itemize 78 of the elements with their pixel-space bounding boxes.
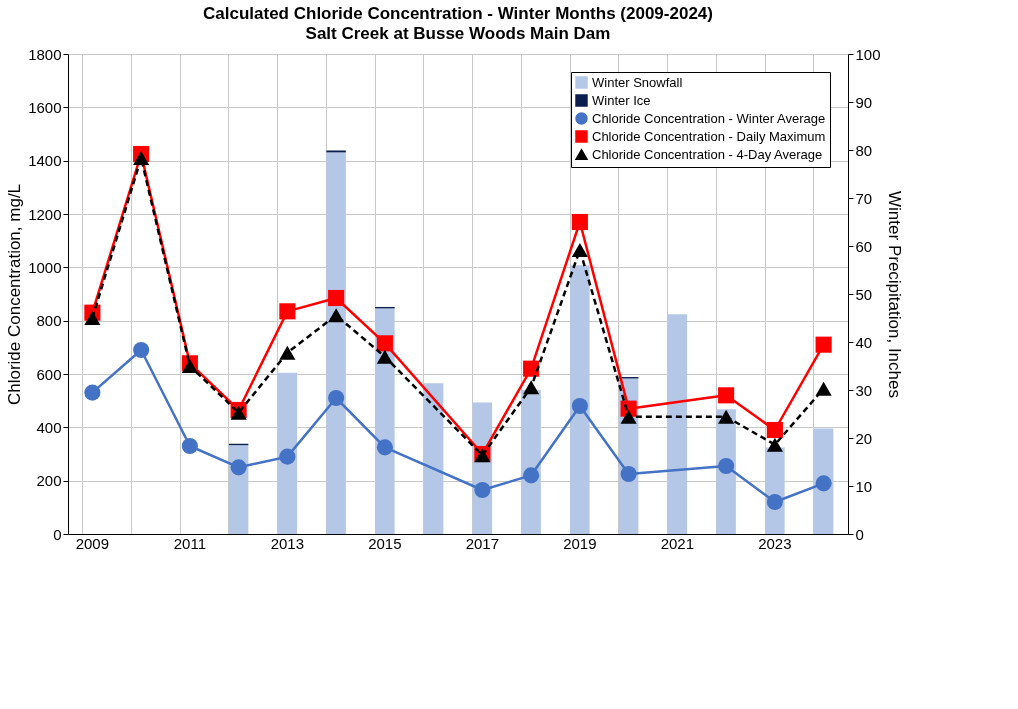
point <box>766 493 783 511</box>
point <box>181 359 198 373</box>
point <box>815 381 832 396</box>
legend-label: Chloride Concentration - Daily Maximum <box>592 128 826 144</box>
point <box>766 437 783 452</box>
point <box>133 341 150 359</box>
y-tick-label: 800 <box>36 312 62 330</box>
y2-axis-title: Winter Precipitation, Inches <box>884 191 904 398</box>
y2-tick-label: 70 <box>855 189 873 207</box>
point <box>523 467 540 484</box>
legend-label: Winter Ice <box>592 92 651 108</box>
point <box>571 243 588 257</box>
point <box>328 289 345 307</box>
x-tick-label: 2023 <box>758 534 792 552</box>
point <box>279 345 296 360</box>
x-tick-label: 2021 <box>660 534 695 552</box>
point <box>620 409 637 424</box>
bar <box>423 383 444 534</box>
point <box>718 387 735 404</box>
point <box>279 303 296 320</box>
point <box>84 311 101 325</box>
y2-tick-label: 40 <box>855 333 873 351</box>
y2-tick-label: 30 <box>855 381 873 399</box>
y-tick-label: 1800 <box>28 45 62 63</box>
x-tick-label: 2009 <box>75 534 110 552</box>
x-tick-label: 2015 <box>368 534 402 552</box>
chart-subtitle: Salt Creek at Busse Woods Main Dam <box>305 24 611 43</box>
point <box>328 389 345 407</box>
y-tick-label: 1400 <box>28 152 62 170</box>
point <box>376 335 393 352</box>
x-tick-label: 2019 <box>563 534 597 552</box>
point <box>230 405 247 420</box>
y-tick-label: 200 <box>36 472 62 490</box>
point <box>279 448 296 465</box>
point <box>328 308 345 323</box>
y-tick-label: 0 <box>53 525 62 543</box>
point <box>523 360 540 377</box>
bar <box>667 314 688 534</box>
point <box>474 481 491 499</box>
point <box>84 384 101 401</box>
y-tick-label: 400 <box>36 418 62 436</box>
y2-tick-label: 90 <box>855 93 873 111</box>
y2-tick-label: 10 <box>855 477 873 495</box>
y2-tick-label: 50 <box>855 285 873 303</box>
point <box>230 459 247 476</box>
point <box>815 336 832 353</box>
bar <box>326 152 346 534</box>
x-tick-label: 2011 <box>173 534 207 552</box>
point <box>571 397 588 415</box>
x-tick-label: 2017 <box>465 534 500 552</box>
y-tick-label: 1200 <box>28 205 62 223</box>
point <box>718 409 735 424</box>
point <box>523 380 540 395</box>
y2-tick-label: 60 <box>855 237 873 255</box>
legend-label: Winter Snowfall <box>592 74 683 90</box>
point <box>571 213 588 231</box>
y2-tick-label: 0 <box>855 525 864 543</box>
point <box>815 475 832 492</box>
y2-tick-label: 80 <box>855 141 873 159</box>
point <box>133 151 150 165</box>
x-tick-label: 2013 <box>270 534 305 552</box>
point <box>766 421 783 439</box>
chart-title: Calculated Chloride Concentration - Winter Months (2009-2024) <box>203 4 713 23</box>
legend-label: Chloride Concentration - 4-Day Average <box>592 146 823 162</box>
y-tick-label: 1000 <box>28 258 62 276</box>
y-tick-label: 600 <box>36 365 62 383</box>
bar <box>570 265 590 534</box>
y-axis-title: Chloride Concentration, mg/L <box>5 183 25 406</box>
point <box>376 439 393 456</box>
point <box>181 437 198 455</box>
y-tick-label: 1600 <box>28 98 62 116</box>
y2-tick-label: 100 <box>855 45 881 63</box>
bar <box>277 372 298 534</box>
point <box>376 349 393 364</box>
y2-tick-label: 20 <box>855 429 873 447</box>
point <box>620 465 637 483</box>
legend-label: Chloride Concentration - Winter Average <box>592 110 826 126</box>
point <box>718 457 735 475</box>
